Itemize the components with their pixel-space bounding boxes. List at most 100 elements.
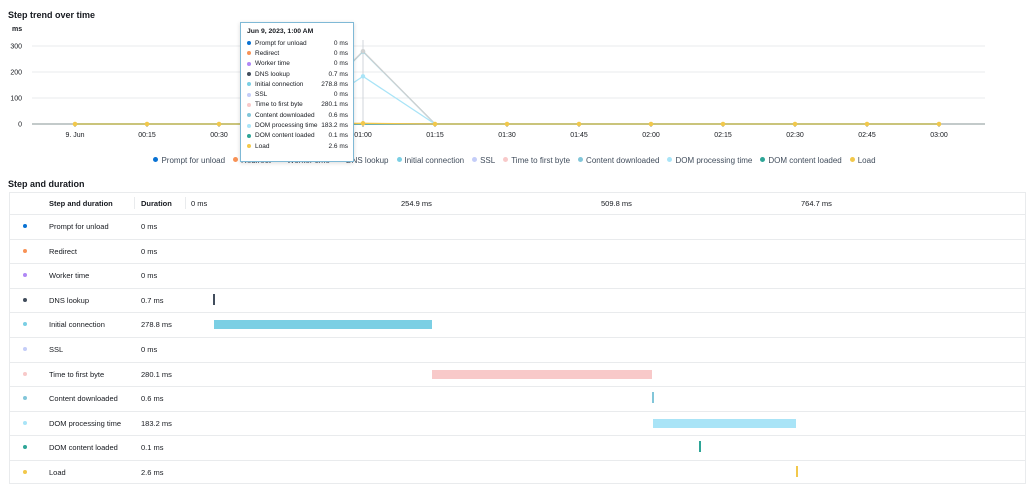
table-row[interactable]: Content downloaded 0.6 ms: [10, 386, 1025, 412]
legend-item[interactable]: Initial connection: [396, 156, 464, 165]
step-duration-table: Step and duration Duration 0 ms 254.9 ms 5…: [9, 192, 1026, 484]
legend-item[interactable]: SSL: [472, 156, 495, 165]
tooltip-value: 0 ms: [333, 39, 348, 47]
x-tick-label: 01:30: [498, 132, 516, 139]
tooltip-row: Redirect 0 ms: [247, 48, 348, 58]
y-axis-unit: ms: [12, 26, 22, 33]
step-name: DNS lookup: [49, 295, 90, 305]
legend-item[interactable]: DOM content loaded: [760, 156, 842, 165]
x-tick-label: 00:30: [210, 132, 228, 139]
duration-bar[interactable]: [699, 441, 702, 453]
timeline-scale-label: 0 ms: [191, 199, 208, 208]
data-point[interactable]: [648, 121, 654, 127]
tooltip-value: 183.2 ms: [321, 122, 348, 130]
tooltip-dot-icon: [247, 144, 251, 149]
step-name: DOM content loaded: [49, 443, 118, 453]
data-point[interactable]: [72, 121, 78, 127]
legend-dot-icon: [760, 157, 766, 162]
tooltip-label: Redirect: [255, 49, 280, 57]
step-duration: 2.6 ms: [141, 468, 164, 477]
tooltip-label: Time to first byte: [255, 101, 303, 109]
step-dot-icon: [23, 224, 27, 228]
data-point[interactable]: [360, 121, 366, 126]
tooltip-value: 0.6 ms: [328, 111, 348, 119]
duration-bar[interactable]: [652, 392, 655, 404]
timeline-scale-label: 509.8 ms: [601, 199, 632, 208]
chart-tooltip: Jun 9, 2023, 1:00 AM Prompt for unload 0 …: [240, 22, 354, 162]
legend-dot-icon: [472, 157, 478, 162]
data-point[interactable]: [432, 121, 438, 127]
table-row[interactable]: Load 2.6 ms: [10, 460, 1025, 485]
chart-legend: Prompt for unloadRedirectWorker timeDNS …: [0, 156, 1029, 165]
tooltip-dot-icon: [247, 92, 251, 97]
tooltip-label: Prompt for unload: [255, 39, 307, 47]
data-point[interactable]: [864, 121, 870, 127]
step-name: Time to first byte: [49, 369, 105, 379]
tooltip-label: Initial connection: [255, 80, 304, 88]
step-dot-icon: [23, 470, 27, 474]
step-dot-icon: [23, 371, 27, 376]
table-row[interactable]: DOM content loaded 0.1 ms: [10, 435, 1025, 461]
tooltip-value: 2.6 ms: [328, 142, 348, 150]
duration-bar[interactable]: [796, 466, 799, 477]
legend-item[interactable]: Time to first byte: [503, 156, 570, 165]
tooltip-dot-icon: [247, 72, 251, 77]
tooltip-dot-icon: [247, 61, 251, 66]
step-dot-icon: [23, 322, 27, 327]
data-point[interactable]: [144, 121, 150, 127]
data-point[interactable]: [720, 121, 726, 127]
legend-dot-icon: [396, 157, 402, 162]
legend-item[interactable]: Content downloaded: [578, 156, 659, 165]
step-name: Load: [49, 468, 66, 477]
table-row[interactable]: Time to first byte 280.1 ms: [10, 362, 1025, 388]
legend-dot-icon: [667, 157, 673, 162]
duration-bar[interactable]: [213, 293, 215, 305]
legend-item[interactable]: Prompt for unload: [153, 156, 225, 165]
x-tick-label: 01:00: [354, 132, 372, 139]
series-line: [75, 75, 939, 125]
table-row[interactable]: SSL 0 ms: [10, 337, 1025, 363]
x-tick-label: 03:00: [930, 132, 948, 139]
tooltip-row: SSL 0 ms: [247, 89, 348, 99]
legend-label: SSL: [480, 156, 496, 165]
step-duration: 0.6 ms: [141, 394, 164, 404]
data-point[interactable]: [936, 121, 942, 127]
duration-bar[interactable]: [432, 369, 653, 379]
data-point[interactable]: [360, 48, 366, 54]
tooltip-dot-icon: [247, 102, 251, 107]
tooltip-row: Load 2.6 ms: [247, 141, 348, 151]
tooltip-value: 278.8 ms: [321, 80, 348, 88]
data-point[interactable]: [216, 121, 222, 127]
tooltip-label: DNS lookup: [255, 70, 290, 78]
data-point[interactable]: [576, 121, 582, 127]
tooltip-date: Jun 9, 2023, 1:00 AM: [247, 28, 314, 35]
column-header-step[interactable]: Step and duration: [49, 199, 113, 208]
tooltip-row: DOM content loaded 0.1 ms: [247, 131, 348, 141]
step-duration: 278.8 ms: [141, 320, 172, 330]
tooltip-row: Worker time 0 ms: [247, 59, 348, 69]
table-row[interactable]: DNS lookup 0.7 ms: [10, 288, 1025, 314]
table-row[interactable]: Prompt for unload 0 ms: [10, 214, 1025, 240]
data-point[interactable]: [504, 121, 510, 127]
step-dot-icon: [23, 420, 27, 425]
tooltip-label: DOM processing time: [255, 122, 318, 130]
table-row[interactable]: DOM processing time 183.2 ms: [10, 411, 1025, 437]
table-row[interactable]: Worker time 0 ms: [10, 263, 1025, 289]
legend-label: Time to first byte: [511, 156, 571, 165]
timeline-scale-label: 764.7 ms: [801, 199, 832, 208]
duration-bar[interactable]: [213, 320, 433, 330]
duration-bar[interactable]: [652, 418, 797, 428]
data-point[interactable]: [792, 121, 798, 127]
legend-item[interactable]: DOM processing time: [667, 156, 752, 165]
series-line: [75, 50, 939, 125]
x-tick-label: 01:45: [570, 132, 588, 139]
table-row[interactable]: Initial connection 278.8 ms: [10, 312, 1025, 338]
table-row[interactable]: Redirect 0 ms: [10, 239, 1025, 265]
data-point[interactable]: [360, 74, 366, 79]
tooltip-dot-icon: [247, 51, 251, 56]
legend-label: DOM processing time: [675, 156, 753, 165]
legend-item[interactable]: Load: [849, 156, 876, 165]
step-duration: 0.7 ms: [141, 295, 164, 305]
column-header-duration[interactable]: Duration: [141, 199, 172, 208]
